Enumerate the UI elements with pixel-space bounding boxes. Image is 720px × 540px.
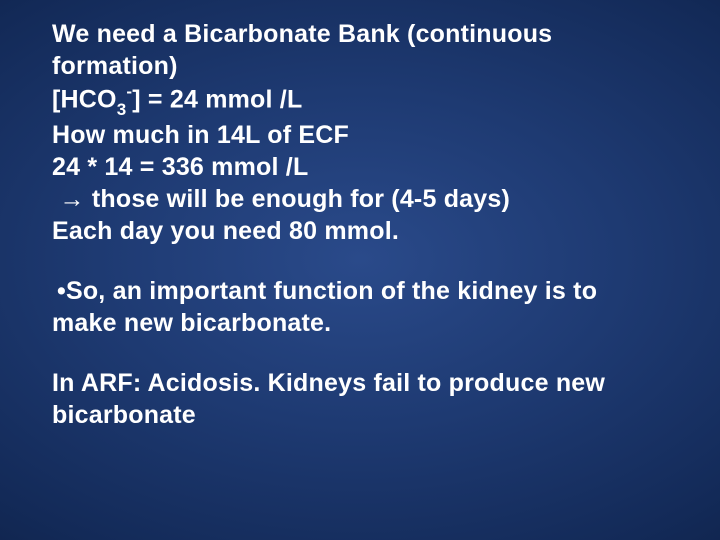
bullet-text: So, an important function of the kidney …: [52, 277, 597, 337]
line-arf: In ARF: Acidosis. Kidneys fail to produc…: [52, 367, 668, 431]
block-3: In ARF: Acidosis. Kidneys fail to produc…: [52, 367, 668, 431]
line-1: We need a Bicarbonate Bank (continuous f…: [52, 18, 668, 82]
line-2: [HCO3-] = 24 mmol /L: [52, 82, 668, 119]
line-5-text: those will be enough for (4-5 days): [85, 185, 510, 213]
slide: We need a Bicarbonate Bank (continuous f…: [0, 0, 720, 540]
line-5: → those will be enough for (4-5 days): [52, 183, 668, 215]
block-2: •So, an important function of the kidney…: [52, 275, 668, 339]
line-3: How much in 14L of ECF: [52, 119, 668, 151]
line-2-sup: -: [126, 82, 132, 101]
line-2-sub: 3: [117, 100, 127, 119]
block-1: We need a Bicarbonate Bank (continuous f…: [52, 18, 668, 247]
bullet-icon: •: [57, 277, 66, 305]
arrow-icon: →: [60, 185, 85, 213]
line-2-pre: [HCO: [52, 85, 117, 113]
line-2-post: ] = 24 mmol /L: [132, 85, 302, 113]
line-6: Each day you need 80 mmol.: [52, 215, 668, 247]
line-bullet: •So, an important function of the kidney…: [52, 275, 668, 339]
line-4: 24 * 14 = 336 mmol /L: [52, 151, 668, 183]
